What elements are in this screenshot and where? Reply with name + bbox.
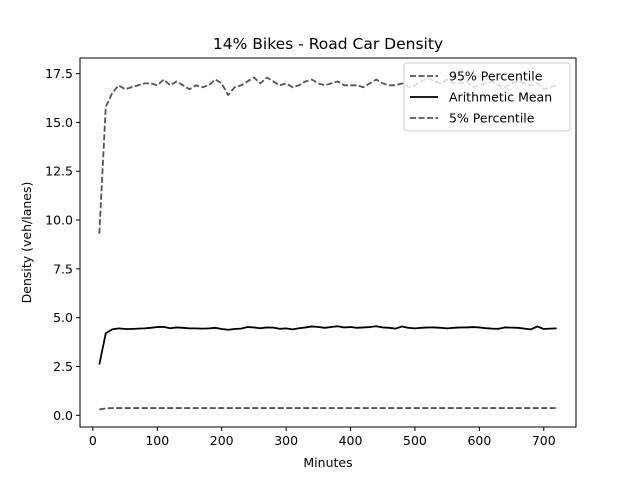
- x-tick-label-1: 100: [145, 433, 169, 448]
- x-tick-label-4: 400: [339, 433, 363, 448]
- y-tick-label-5: 12.5: [45, 164, 73, 179]
- y-tick-label-7: 17.5: [45, 66, 73, 81]
- legend-box: [403, 62, 571, 132]
- x-axis: 0 100 200 300 400 500 600 700: [89, 427, 556, 448]
- x-tick-label-5: 500: [403, 433, 427, 448]
- chart-title: 14% Bikes - Road Car Density: [213, 35, 443, 53]
- y-tick-label-6: 15.0: [45, 115, 73, 130]
- x-tick-label-6: 600: [467, 433, 491, 448]
- series-layer: [98, 76, 557, 411]
- plot-frame: [79, 57, 577, 428]
- x-tick-label-0: 0: [89, 433, 97, 448]
- x-axis-label: Minutes: [303, 455, 352, 470]
- legend: 95% Percentile Arithmetic Mean 5% Percen…: [403, 62, 571, 132]
- y-tick-label-2: 5.0: [53, 310, 73, 325]
- x-tick-label-3: 300: [274, 433, 298, 448]
- legend-label-95-percentile: 95% Percentile: [449, 69, 543, 84]
- series-line-95-percentile: [98, 76, 557, 234]
- y-tick-label-4: 10.0: [45, 213, 73, 228]
- legend-label-arithmetic-mean: Arithmetic Mean: [449, 90, 552, 105]
- series-line-arithmetic-mean: [98, 325, 557, 365]
- y-axis: 0.0 2.5 5.0 7.5 10.0 12.5 15.0 17.5: [45, 66, 80, 423]
- y-tick-label-0: 0.0: [53, 408, 73, 423]
- y-axis-label: Density (veh/lanes): [19, 182, 34, 304]
- x-tick-label-7: 700: [532, 433, 556, 448]
- y-tick-label-3: 7.5: [53, 261, 73, 276]
- x-tick-label-2: 200: [210, 433, 234, 448]
- y-tick-label-1: 2.5: [53, 359, 73, 374]
- legend-label-5-percentile: 5% Percentile: [449, 111, 535, 126]
